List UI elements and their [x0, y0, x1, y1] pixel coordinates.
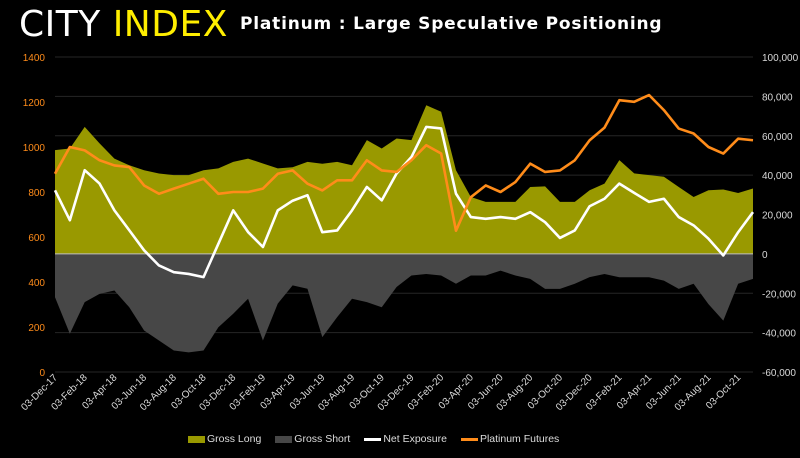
legend-label: Net Exposure — [383, 433, 447, 445]
right-axis-tick-label: -60,000 — [762, 368, 796, 379]
legend-label: Gross Short — [294, 433, 351, 445]
left-axis-tick-label: 0 — [39, 368, 45, 379]
gross-short-area — [55, 253, 753, 353]
legend-label: Gross Long — [207, 433, 262, 445]
platinum-futures-line — [53, 93, 754, 232]
right-axis-tick-label: -40,000 — [762, 329, 796, 340]
right-axis-tick-label: 0 — [762, 250, 768, 261]
right-axis-tick-label: 40,000 — [762, 171, 793, 182]
legend-item-net-exposure: Net Exposure — [364, 433, 447, 445]
logo-city: CITY — [19, 4, 101, 45]
legend: Gross Long Gross Short Net Exposure Plat… — [188, 433, 559, 445]
left-axis-tick-label: 400 — [28, 278, 45, 289]
right-axis-tick-label: -20,000 — [762, 289, 796, 300]
city-index-logo: CITY INDEX — [19, 4, 228, 45]
legend-label: Platinum Futures — [479, 433, 560, 445]
left-axis-tick-label: 600 — [28, 233, 45, 244]
gross-short-swatch — [275, 435, 293, 443]
legend-item-platinum-futures: Platinum Futures — [460, 433, 560, 445]
gross-long-swatch — [188, 435, 205, 443]
legend-item-gross-short: Gross Short — [275, 433, 350, 445]
left-axis-tick-label: 1000 — [23, 143, 46, 154]
left-axis-tick-label: 1400 — [23, 53, 46, 64]
legend-item-gross-long: Gross Long — [188, 433, 261, 445]
right-axis-tick-label: 20,000 — [762, 211, 793, 222]
platinum-futures-swatch — [460, 437, 478, 441]
left-axis-tick-label: 200 — [28, 323, 45, 334]
left-axis-tick-label: 800 — [28, 188, 45, 199]
logo-index: INDEX — [112, 4, 228, 45]
gross-long-area — [55, 105, 753, 254]
right-axis-tick-label: 60,000 — [762, 132, 793, 143]
left-axis-tick-label: 1200 — [23, 98, 46, 109]
right-axis-tick-label: 80,000 — [762, 92, 793, 103]
right-axis-tick-label: 100,000 — [762, 53, 799, 64]
net-exposure-swatch — [364, 437, 382, 441]
chart-title: Platinum : Large Speculative Positioning — [240, 14, 663, 34]
